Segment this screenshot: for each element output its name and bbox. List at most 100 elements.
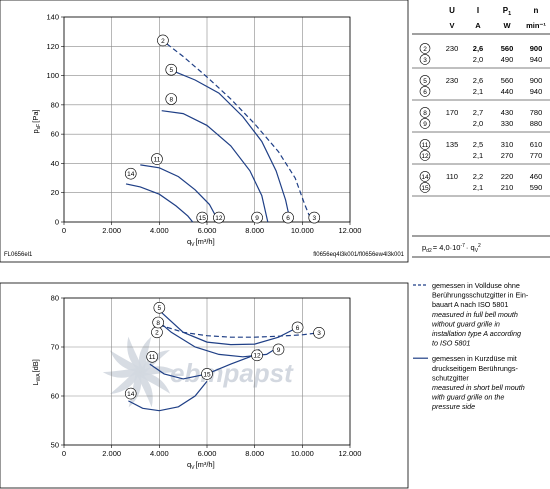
formula-tail_exp: 2 — [478, 243, 481, 249]
curve-marker-label: 6 — [296, 325, 300, 332]
row-marker — [419, 150, 431, 161]
formula-exp: -7 — [460, 243, 465, 249]
watermark-fan-blade — [110, 370, 140, 394]
table-cell-I: 2,0 — [473, 119, 483, 128]
table-cell-n: 940 — [530, 87, 543, 96]
y-tick-label: 50 — [51, 441, 59, 450]
y-axis-label: LWA[dB] — [31, 359, 42, 385]
y-axis-label: psF [Pa] — [31, 109, 42, 133]
curve-marker-label: 12 — [215, 215, 223, 222]
curve-marker — [313, 326, 325, 339]
y-tick-label: 80 — [51, 100, 59, 109]
legend-text: pressure side — [431, 402, 475, 411]
curve-marker — [146, 350, 158, 363]
table-header-unit: min⁻¹ — [526, 21, 546, 30]
table-cell-n: 590 — [530, 183, 543, 192]
row-marker — [419, 54, 431, 65]
row-marker-label: 9 — [423, 121, 427, 128]
curve-marker-label: 2 — [155, 330, 159, 337]
watermark-fan-blade — [140, 366, 178, 376]
x-axis-subscript: V — [191, 242, 195, 248]
row-marker — [419, 107, 431, 118]
legend-text: measured in full bell mouth — [432, 310, 518, 319]
table-cell-P: 270 — [501, 151, 514, 160]
curve-marker — [157, 34, 169, 47]
table-header-unit: W — [503, 21, 511, 30]
curve-legend: gemessen in Vollduse ohneBerührungsschut… — [413, 281, 529, 411]
watermark-fan-blade — [140, 350, 170, 374]
curve-marker-label: 8 — [156, 320, 160, 327]
pressure-formula: pd2= 4,0·10-7· qV2 — [412, 235, 550, 258]
table-cell-U: 110 — [446, 172, 458, 181]
table-cell-P: 310 — [501, 140, 514, 149]
table-cell-I: 2,1 — [473, 87, 483, 96]
sound-power-chart: ebmpapst 0 2.000 4.000 6.000 8.000 10.000 12.00… — [31, 294, 361, 472]
x-tick-label: 6.000 — [198, 226, 217, 235]
watermark-fan-blade — [138, 336, 152, 372]
x-tick-label: 12.000 — [339, 449, 362, 458]
row-marker — [419, 139, 431, 150]
y-tick-label: 60 — [51, 392, 59, 401]
table-cell-I: 2,2 — [473, 172, 483, 181]
curve-marker — [151, 153, 163, 165]
legend-text: installation type A according — [432, 329, 521, 338]
operating-points-table: UV IA P1 Wn min⁻¹ 2 230 2,6 560 900 3 2,0 490 940 5 230… — [412, 6, 550, 197]
table-cell-n: 880 — [530, 119, 543, 128]
row-marker — [419, 43, 431, 54]
x-axis-unit: [m³/h] — [196, 460, 215, 469]
table-cell-n: 770 — [530, 151, 543, 160]
row-marker-label: 6 — [423, 89, 427, 96]
table-cell-I: 2,5 — [473, 140, 483, 149]
row-marker-label: 5 — [423, 78, 427, 85]
table-cell-n: 610 — [530, 140, 543, 149]
legend-text: with guard grille on the — [432, 393, 504, 402]
header-symbol: I — [477, 6, 479, 15]
row-marker-label: 11 — [422, 142, 429, 149]
formula-tail: · q — [466, 243, 475, 252]
curve-marker-label: 11 — [149, 354, 156, 361]
row-marker — [419, 118, 431, 129]
table-cell-I: 2,1 — [473, 183, 483, 192]
curve-marker-label: 14 — [127, 171, 135, 178]
header-symbol: P — [503, 6, 509, 15]
curve-marker — [201, 368, 213, 380]
curve-marker — [124, 387, 137, 400]
curve-marker — [196, 211, 209, 224]
curve-marker — [251, 349, 263, 362]
table-cell-P: 210 — [501, 183, 514, 192]
chart-id-right: fl0656eq4l3k001/fl0656ew4l3k001 — [313, 252, 404, 258]
legend-text: Berührungsschutzgitter in Ein- — [432, 291, 529, 300]
table-header-unit: V — [449, 21, 454, 30]
y-axis-symbol: L — [31, 381, 40, 385]
table-cell-U: 170 — [446, 108, 459, 117]
table-cell-I: 2,7 — [473, 108, 483, 117]
legend-text: gemessen in Kurzdüse mit — [432, 354, 517, 363]
series-line-5 — [161, 312, 294, 346]
legend-text: to ISO 5801 — [432, 339, 470, 348]
curve-marker — [152, 316, 164, 329]
plot-frame — [63, 16, 351, 223]
series-line-2 — [159, 324, 315, 338]
y-axis-unit: [dB] — [31, 359, 40, 372]
x-axis-subscript: V — [191, 465, 195, 471]
legend-text: druckseitigem Berührungs- — [432, 364, 518, 373]
y-axis-symbol: p — [31, 129, 40, 133]
curve-marker-label: 2 — [161, 38, 165, 45]
y-tick-label: 80 — [51, 294, 59, 303]
x-tick-label: 10.000 — [291, 226, 314, 235]
x-axis-symbol: q — [187, 460, 191, 469]
row-marker — [419, 171, 431, 182]
plot-frame — [63, 297, 351, 446]
row-marker-label: 12 — [421, 153, 429, 160]
y-tick-label: 120 — [46, 42, 59, 51]
y-tick-label: 70 — [51, 343, 59, 352]
curve-marker-label: 11 — [154, 156, 161, 163]
x-tick-label: 4.000 — [150, 449, 169, 458]
y-tick-label: 0 — [55, 218, 59, 227]
row-marker-label: 8 — [423, 110, 427, 117]
curve-marker — [272, 343, 285, 356]
table-cell-U: 230 — [446, 44, 459, 53]
table-cell-U: 230 — [446, 76, 459, 85]
legend-text: bauart A nach ISO 5801 — [432, 300, 508, 309]
curve-marker-label: 15 — [203, 371, 211, 378]
